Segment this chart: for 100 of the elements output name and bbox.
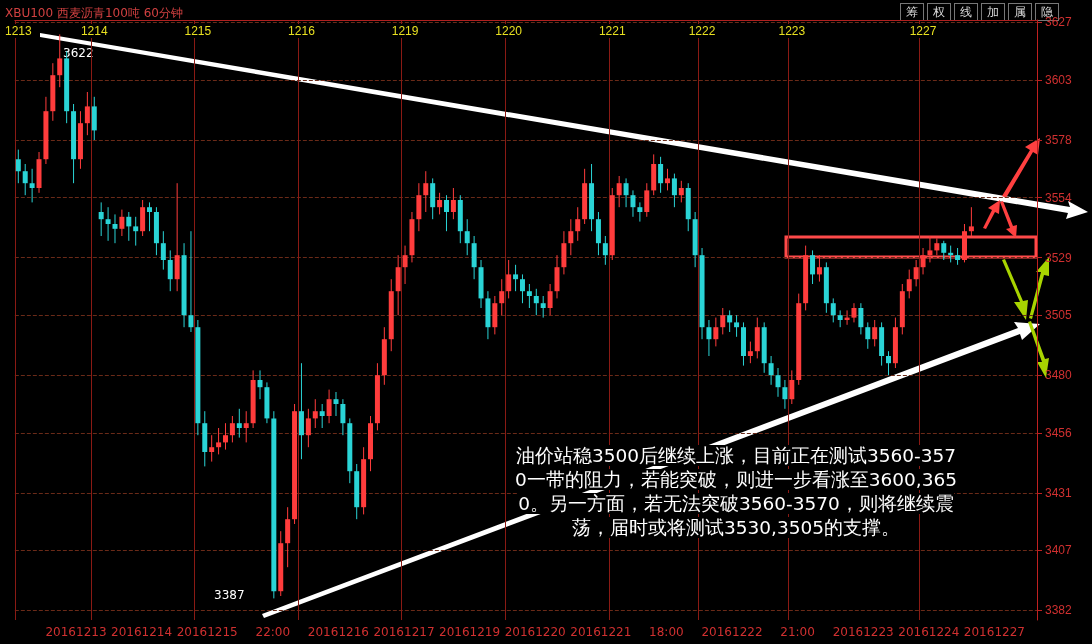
candlestick [727, 309, 733, 333]
candlestick [747, 341, 753, 364]
candlestick [865, 321, 871, 350]
text: 20161223 [832, 625, 894, 639]
candlestick [816, 254, 822, 283]
y-tick-label: 3578 [1045, 133, 1073, 147]
candlestick [540, 295, 546, 319]
text: 20161222 [701, 625, 763, 639]
candlestick [920, 247, 926, 275]
candlestick [886, 350, 892, 376]
candlestick [319, 403, 325, 429]
candlestick [872, 319, 878, 347]
text: 属 [1008, 3, 1032, 21]
candlestick [243, 410, 249, 443]
candlestick [595, 211, 601, 256]
candlestick [430, 177, 436, 220]
candlestick [561, 230, 567, 275]
candlestick [734, 314, 740, 338]
text: 20161213 [45, 625, 107, 639]
y-tick-label: 3382 [1045, 603, 1073, 618]
y-tick-label: 3407 [1045, 543, 1073, 558]
annotation: 油价站稳3500后继续上涨，目前正在测试3560-3570一带的阻力，若能突破，则进一步看涨至3600,3650。另一方面，若无法突破3560-3570，则将继续震荡，届时或将测试3530,3505的支撑。 [514, 445, 958, 538]
candlestick [29, 168, 35, 203]
candlestick [333, 391, 339, 417]
candlestick [499, 278, 505, 316]
candlestick [416, 182, 422, 232]
text: 18:00 [649, 625, 684, 639]
candlestick [312, 398, 318, 429]
text: 20161219 [439, 625, 501, 639]
candlestick [513, 264, 519, 292]
text: 20161224 [898, 625, 960, 639]
candlestick [575, 206, 581, 242]
x-tick-label: 1216 [288, 24, 316, 38]
y-tick-label: 3505 [1045, 308, 1073, 323]
candlestick [506, 259, 512, 299]
candlestick [602, 235, 608, 266]
candlestick [789, 369, 795, 405]
candlestick [450, 187, 456, 220]
x-tick-label: 1214 [80, 24, 108, 38]
candlestick [22, 163, 28, 196]
y-tick-label: 3431 [1045, 485, 1073, 500]
x-tick-label: 1220 [495, 24, 523, 38]
candlestick [15, 149, 21, 184]
candlestick [927, 235, 933, 263]
candlestick [229, 415, 235, 443]
candlestick [913, 259, 919, 287]
candlestick [665, 168, 670, 191]
text: 20161214 [111, 625, 173, 639]
text: 20161227 [963, 625, 1025, 639]
candlestick [126, 211, 132, 242]
candlestick [91, 96, 97, 141]
candlestick [526, 283, 532, 309]
candlestick [754, 317, 760, 359]
candlestick [637, 201, 643, 223]
candlestick [167, 249, 173, 292]
candlestick [678, 180, 684, 203]
candlestick [658, 156, 664, 194]
candlestick [768, 355, 774, 386]
chart-title: XBU100 西麦沥青100吨 60分钟 [5, 6, 183, 20]
text: 权 [927, 3, 951, 21]
candlestick [98, 201, 104, 237]
candlestick [437, 192, 443, 215]
text: 加 [981, 3, 1005, 21]
text: 筹 [900, 3, 924, 21]
candlestick [147, 201, 153, 232]
candlestick [492, 295, 498, 335]
candlestick [519, 273, 525, 304]
candlestick [285, 506, 291, 568]
candlestick [941, 240, 947, 261]
candlestick [188, 230, 194, 333]
y-tick-label: 3529 [1045, 250, 1073, 265]
x-tick-label: 1221 [598, 24, 626, 38]
y-tick-label: 3554 [1045, 190, 1073, 205]
candlestick [222, 422, 228, 451]
candlestick [236, 408, 242, 439]
candlestick [257, 369, 263, 400]
y-tick-label: 3480 [1045, 368, 1073, 383]
text: 20161215 [176, 625, 238, 639]
candlestick [851, 302, 857, 323]
candlestick [395, 254, 401, 316]
x-tick-label: 1222 [688, 24, 716, 38]
candlestick [464, 218, 470, 256]
candlestick [216, 427, 222, 455]
x-tick-label: 1219 [391, 24, 419, 38]
candlestick [706, 319, 712, 357]
candlestick [630, 189, 636, 218]
candlestick [326, 389, 332, 424]
candlestick [533, 288, 539, 316]
candlestick [623, 177, 629, 208]
candlestick [444, 194, 449, 232]
text: 线 [954, 3, 978, 21]
candlestick [340, 398, 346, 436]
text: 20161217 [373, 625, 435, 639]
candlestick [105, 206, 111, 242]
candlestick [616, 175, 622, 208]
candlestick [133, 216, 139, 247]
x-tick-label: 1227 [909, 24, 937, 38]
candlestick [858, 302, 864, 335]
candlestick [298, 362, 304, 460]
candlestick [775, 367, 781, 398]
